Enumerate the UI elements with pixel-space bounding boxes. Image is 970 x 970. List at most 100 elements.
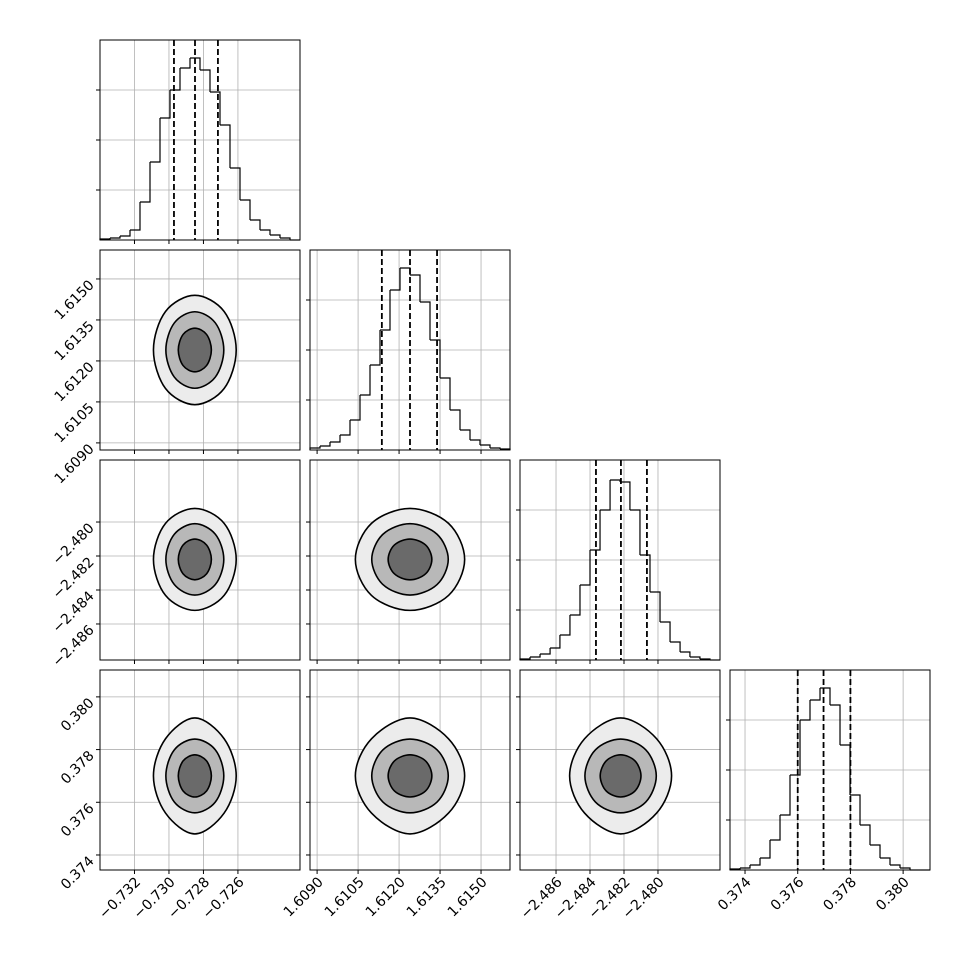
histogram-bar	[680, 651, 691, 657]
histogram-bar	[390, 268, 401, 291]
histogram-bar	[689, 656, 701, 659]
panel-frame	[99, 249, 301, 451]
contour	[599, 754, 642, 798]
histogram-bar	[579, 550, 591, 586]
histogram-bar	[210, 91, 221, 125]
contour	[177, 754, 213, 798]
histogram-bar	[760, 840, 771, 859]
x-tick-label: 1.6090	[281, 874, 327, 920]
x-tick-label: 1.6105	[322, 874, 368, 920]
histogram-bar	[629, 509, 641, 555]
histogram-bar	[150, 118, 161, 163]
histogram-bar	[320, 442, 331, 447]
y-tick-label: 1.6150	[52, 277, 98, 323]
histogram-bar	[610, 479, 621, 482]
histogram-bar	[420, 301, 431, 340]
histogram-bar	[309, 446, 321, 450]
histogram-bar	[780, 775, 791, 816]
y-tick-label: 0.378	[58, 748, 98, 788]
histogram-bar	[270, 234, 281, 238]
panel-frame	[309, 669, 511, 871]
histogram-bar	[140, 162, 151, 203]
panel-frame	[309, 249, 511, 451]
histogram-bar	[850, 794, 861, 825]
histogram-bar	[600, 480, 611, 511]
histogram-bar	[890, 864, 901, 868]
panel-frame	[99, 39, 301, 241]
histogram-bar	[490, 447, 501, 449]
histogram-bar	[190, 57, 201, 70]
histogram-bar	[860, 824, 871, 845]
panel-frame	[729, 669, 931, 871]
histogram-bar	[120, 230, 131, 237]
histogram-bar	[480, 444, 491, 448]
histogram-bar	[170, 68, 181, 91]
histogram-bar	[450, 409, 461, 430]
histogram-bar	[430, 339, 441, 378]
histogram-bar	[470, 439, 481, 445]
panel-frame	[99, 459, 301, 661]
histogram-bar	[670, 641, 681, 652]
x-tick-label: 0.376	[768, 874, 808, 914]
histogram-bar	[240, 199, 251, 220]
histogram-bar	[200, 69, 211, 92]
histogram-bar	[440, 377, 451, 410]
histogram-bar	[250, 219, 261, 230]
histogram-bar	[540, 648, 551, 655]
histogram-bar	[330, 435, 341, 443]
y-tick-label: 1.6120	[52, 359, 98, 405]
histogram-bar	[820, 687, 831, 705]
histogram-bar	[400, 267, 411, 275]
histogram-bar	[530, 654, 541, 658]
histogram-bar	[740, 865, 751, 869]
y-tick-label: 1.6105	[52, 400, 98, 446]
histogram-bar	[220, 124, 231, 168]
x-tick-label: 0.374	[715, 874, 755, 914]
histogram-bar	[649, 591, 661, 622]
y-tick-label: 0.376	[58, 801, 98, 841]
histogram-bar	[770, 815, 781, 841]
histogram-bar	[260, 229, 271, 235]
histogram-bar	[370, 330, 381, 366]
histogram-bar	[460, 429, 471, 440]
histogram-bar	[410, 274, 421, 302]
contour	[387, 538, 433, 581]
x-tick-label: 1.6135	[404, 874, 450, 920]
histogram-bar	[880, 857, 891, 865]
y-tick-label: 1.6135	[52, 318, 98, 364]
histogram-bar	[550, 635, 561, 649]
histogram-bar	[800, 700, 811, 721]
x-tick-label: 0.378	[820, 874, 860, 914]
histogram-bar	[110, 236, 121, 239]
x-tick-label: 1.6120	[363, 874, 409, 920]
histogram-bar	[900, 867, 911, 870]
histogram-bar	[360, 365, 371, 396]
panel-frame	[99, 669, 301, 871]
x-tick-label: 1.6150	[445, 874, 491, 920]
histogram-bar	[569, 585, 581, 616]
histogram-bar	[639, 554, 651, 592]
y-tick-label: 0.374	[58, 853, 98, 893]
contour	[177, 538, 213, 581]
histogram-bar	[180, 58, 191, 69]
x-tick-label: 0.380	[873, 874, 913, 914]
histogram-bar	[350, 395, 361, 421]
histogram-bar	[230, 167, 241, 200]
y-tick-label: 0.380	[58, 695, 98, 735]
histogram-bar	[590, 510, 601, 551]
histogram-bar	[750, 858, 761, 866]
histogram-bar	[830, 704, 841, 745]
histogram-bar	[280, 237, 291, 240]
histogram-bar	[620, 481, 631, 510]
histogram-bar	[130, 202, 141, 231]
histogram-bar	[559, 615, 571, 636]
histogram-bar	[340, 420, 351, 436]
histogram-bar	[810, 688, 821, 701]
histogram-bar	[380, 290, 391, 331]
panel-frame	[309, 459, 511, 661]
panel-frame	[519, 459, 721, 661]
histogram-bar	[790, 720, 801, 776]
histogram-bar	[870, 844, 881, 858]
